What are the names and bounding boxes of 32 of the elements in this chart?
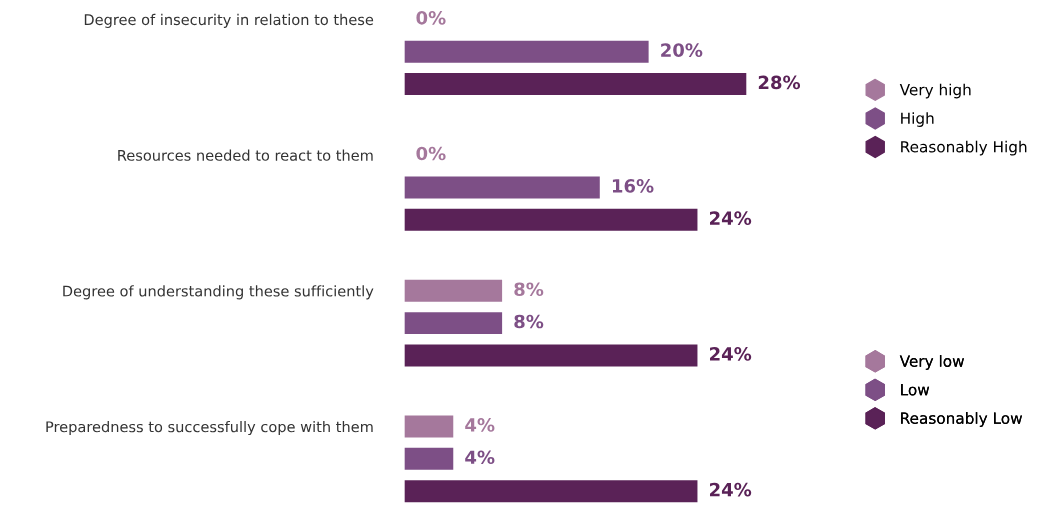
data-label: 24%	[710, 482, 752, 497]
y-tick-label: Resources needed to react to them	[118, 149, 373, 161]
data-label: 0%	[416, 10, 446, 25]
legend-label: High	[901, 112, 934, 127]
data-label: 16%	[612, 178, 654, 193]
legend-label: Low	[901, 384, 930, 396]
data-label: 8%	[514, 282, 544, 297]
bar	[404, 480, 698, 503]
bar	[404, 176, 600, 199]
bar	[404, 279, 503, 302]
bar	[404, 208, 698, 231]
legend-label: Reasonably Low	[901, 412, 1022, 427]
legend-label: Very low	[899, 355, 964, 370]
data-label: 4%	[465, 418, 495, 432]
data-label: 24%	[710, 211, 752, 225]
bar	[404, 415, 454, 438]
data-label: 0%	[416, 146, 446, 161]
bar	[404, 344, 698, 367]
legend-label: Very high	[899, 83, 971, 99]
data-label: 28%	[758, 75, 801, 90]
data-label: 20%	[661, 43, 703, 57]
bar	[404, 447, 454, 470]
y-tick-label: Degree of understanding these sufficiently	[63, 285, 374, 300]
data-label: 8%	[514, 314, 544, 329]
y-tick-label: Degree of insecurity in relation to these	[84, 13, 374, 28]
bar	[404, 40, 649, 63]
bar	[404, 312, 503, 335]
bar	[404, 73, 747, 95]
data-label: 4%	[465, 450, 495, 465]
y-tick-label: Preparedness to successfully cope with them	[46, 420, 373, 436]
data-label: 24%	[710, 347, 752, 361]
legend-label: Reasonably High	[901, 140, 1027, 156]
